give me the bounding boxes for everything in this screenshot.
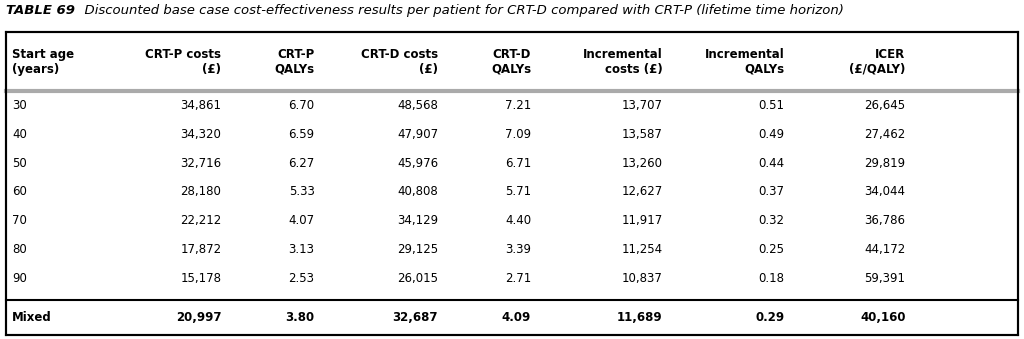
Text: 26,015: 26,015 <box>397 272 438 285</box>
Text: 6.27: 6.27 <box>289 157 314 170</box>
Text: TABLE 69: TABLE 69 <box>6 4 75 17</box>
Text: 6.71: 6.71 <box>505 157 531 170</box>
Text: QALYs: QALYs <box>492 62 531 76</box>
Text: 26,645: 26,645 <box>864 99 905 112</box>
Text: 48,568: 48,568 <box>397 99 438 112</box>
Text: (£): (£) <box>419 62 438 76</box>
Text: 0.51: 0.51 <box>758 99 784 112</box>
Text: 47,907: 47,907 <box>397 128 438 141</box>
Text: 30: 30 <box>12 99 27 112</box>
Text: QALYs: QALYs <box>744 62 784 76</box>
Text: Incremental: Incremental <box>583 47 663 61</box>
Bar <box>6 32 1018 335</box>
Text: 34,861: 34,861 <box>180 99 221 112</box>
Text: 17,872: 17,872 <box>180 243 221 256</box>
Text: 6.70: 6.70 <box>289 99 314 112</box>
Text: 44,172: 44,172 <box>864 243 905 256</box>
Text: 59,391: 59,391 <box>864 272 905 285</box>
Text: 0.44: 0.44 <box>758 157 784 170</box>
Text: CRT-P: CRT-P <box>278 47 314 61</box>
Text: 29,819: 29,819 <box>864 157 905 170</box>
Text: (years): (years) <box>12 62 59 76</box>
Text: 7.09: 7.09 <box>505 128 531 141</box>
Text: 34,129: 34,129 <box>397 214 438 227</box>
Text: 0.18: 0.18 <box>758 272 784 285</box>
Text: 13,587: 13,587 <box>622 128 663 141</box>
Text: 0.37: 0.37 <box>758 185 784 198</box>
Text: 40,160: 40,160 <box>860 311 905 324</box>
Text: 2.53: 2.53 <box>289 272 314 285</box>
Text: 12,627: 12,627 <box>622 185 663 198</box>
Text: Discounted base case cost-effectiveness results per patient for CRT-D compared w: Discounted base case cost-effectiveness … <box>76 4 844 17</box>
Text: 0.25: 0.25 <box>758 243 784 256</box>
Text: 4.40: 4.40 <box>505 214 531 227</box>
Text: 70: 70 <box>12 214 27 227</box>
Text: (£): (£) <box>203 62 221 76</box>
Text: 0.49: 0.49 <box>758 128 784 141</box>
Text: 11,254: 11,254 <box>622 243 663 256</box>
Text: 0.29: 0.29 <box>755 311 784 324</box>
Text: 36,786: 36,786 <box>864 214 905 227</box>
Text: 40: 40 <box>12 128 27 141</box>
Text: 34,320: 34,320 <box>180 128 221 141</box>
Text: 4.07: 4.07 <box>289 214 314 227</box>
Text: 29,125: 29,125 <box>397 243 438 256</box>
Text: 13,707: 13,707 <box>622 99 663 112</box>
Text: 11,917: 11,917 <box>622 214 663 227</box>
Text: 5.71: 5.71 <box>505 185 531 198</box>
Text: 4.09: 4.09 <box>502 311 531 324</box>
Text: 32,687: 32,687 <box>392 311 438 324</box>
Text: 60: 60 <box>12 185 27 198</box>
Text: QALYs: QALYs <box>274 62 314 76</box>
Text: 15,178: 15,178 <box>180 272 221 285</box>
Text: CRT-D costs: CRT-D costs <box>360 47 438 61</box>
Text: 10,837: 10,837 <box>622 272 663 285</box>
Text: 27,462: 27,462 <box>864 128 905 141</box>
Text: costs (£): costs (£) <box>605 62 663 76</box>
Text: 80: 80 <box>12 243 27 256</box>
Text: 22,212: 22,212 <box>180 214 221 227</box>
Text: ICER: ICER <box>876 47 905 61</box>
Text: 13,260: 13,260 <box>622 157 663 170</box>
Text: 32,716: 32,716 <box>180 157 221 170</box>
Text: 3.39: 3.39 <box>505 243 531 256</box>
Text: 40,808: 40,808 <box>397 185 438 198</box>
Text: 0.32: 0.32 <box>758 214 784 227</box>
Text: (£/QALY): (£/QALY) <box>849 62 905 76</box>
Text: Mixed: Mixed <box>12 311 52 324</box>
Text: Incremental: Incremental <box>705 47 784 61</box>
Text: 5.33: 5.33 <box>289 185 314 198</box>
Text: CRT-D: CRT-D <box>493 47 531 61</box>
Text: 28,180: 28,180 <box>180 185 221 198</box>
Text: 3.13: 3.13 <box>289 243 314 256</box>
Text: Start age: Start age <box>12 47 75 61</box>
Text: 20,997: 20,997 <box>176 311 221 324</box>
Text: 3.80: 3.80 <box>286 311 314 324</box>
Text: 90: 90 <box>12 272 27 285</box>
Text: 34,044: 34,044 <box>864 185 905 198</box>
Text: CRT-P costs: CRT-P costs <box>145 47 221 61</box>
Text: 11,689: 11,689 <box>617 311 663 324</box>
Text: 45,976: 45,976 <box>397 157 438 170</box>
Text: 50: 50 <box>12 157 27 170</box>
Text: 6.59: 6.59 <box>289 128 314 141</box>
Text: 2.71: 2.71 <box>505 272 531 285</box>
Text: 7.21: 7.21 <box>505 99 531 112</box>
